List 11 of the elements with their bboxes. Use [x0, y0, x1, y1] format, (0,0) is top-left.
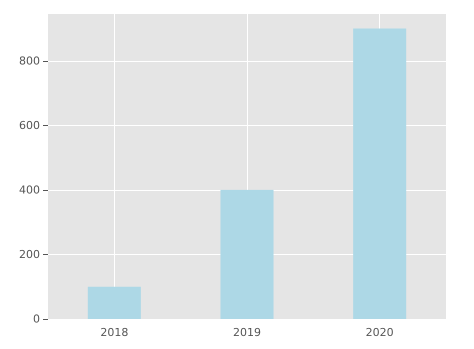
x-tick-label: 2020: [366, 326, 394, 339]
y-tick-label: 600: [19, 118, 40, 132]
bar: [353, 28, 406, 319]
y-tick-label: 200: [19, 248, 40, 261]
y-tick-label: 400: [19, 183, 40, 196]
x-tick-label: 2018: [100, 326, 128, 339]
bar: [220, 190, 274, 319]
x-tick-label: 2019: [233, 326, 261, 339]
y-tick-label: 800: [19, 54, 40, 68]
y-tick-label: 0: [33, 312, 40, 326]
bar: [88, 286, 141, 319]
